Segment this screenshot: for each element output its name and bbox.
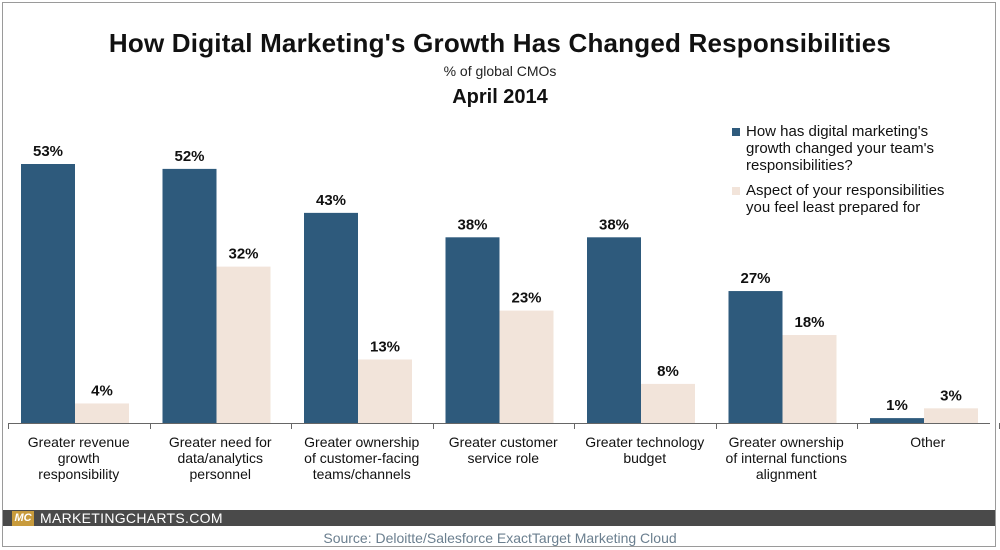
bar-series-1-cat-2 — [162, 168, 217, 423]
data-label-series-1-cat-4: 38% — [457, 216, 487, 233]
legend-line: responsibilities? — [746, 157, 853, 174]
category-label-line: Other — [910, 434, 946, 450]
category-label-line: of customer-facing — [304, 450, 420, 466]
chart-title: How Digital Marketing's Growth Has Chang… — [108, 28, 892, 58]
data-label-series-2-cat-1: 4% — [91, 382, 113, 399]
category-label-line: Greater ownership — [304, 434, 420, 450]
category-label-line: personnel — [189, 466, 252, 482]
category-label-line: teams/channels — [312, 466, 411, 482]
bar-series-2-cat-1 — [75, 403, 129, 423]
data-label-series-1-cat-5: 38% — [599, 216, 629, 233]
category-label-line: Greater customer — [448, 434, 558, 450]
category-label-line: growth — [57, 450, 100, 466]
category-label-line: service role — [467, 450, 540, 466]
data-label-series-1-cat-2: 52% — [174, 148, 204, 165]
bar-series-2-cat-3 — [358, 359, 412, 423]
source-note: Source: Deloitte/Salesforce ExactTarget … — [323, 530, 677, 546]
bar-series-2-cat-5 — [641, 383, 695, 423]
data-label-series-1-cat-6: 27% — [740, 270, 770, 287]
category-label-line: Greater technology — [585, 434, 705, 450]
category-label-6: Greater ownership of internal functions al… — [716, 434, 858, 482]
legend-line: How has digital marketing's — [746, 123, 929, 140]
data-label-series-2-cat-7: 3% — [940, 387, 962, 404]
data-label-series-2-cat-2: 32% — [228, 246, 258, 263]
data-label-series-1-cat-7: 1% — [886, 397, 908, 414]
legend-item-series-2: Aspect of your responsibilities you feel … — [732, 182, 992, 216]
brand-name: MARKETINGCHARTS.COM — [40, 510, 223, 526]
logo: MC — [12, 511, 34, 526]
bar-series-1-cat-4 — [445, 237, 500, 423]
bar-series-1-cat-1 — [21, 164, 75, 423]
category-label-1: Greater revenue growth responsibility — [8, 434, 150, 482]
category-label-line: budget — [623, 450, 667, 466]
legend-label-series-1: How has digital marketing's growth change… — [746, 123, 992, 174]
legend-line: you feel least prepared for — [746, 199, 921, 216]
category-label-line: Greater ownership — [728, 434, 844, 450]
category-label-line: data/analytics — [177, 450, 264, 466]
legend-item-series-1: How has digital marketing's growth change… — [732, 123, 992, 174]
category-label-4: Greater customer service role — [433, 434, 575, 466]
category-label-line: alignment — [755, 466, 817, 482]
category-label-line: Greater revenue — [27, 434, 130, 450]
bar-series-2-cat-4 — [499, 310, 554, 423]
bar-chart: 53% 52% 43% 38% 38% 27% 1% 4% 32% 13% 23% 8% 18% 3% — [8, 143, 1000, 429]
legend-line: growth changed your team's — [746, 140, 934, 157]
category-label-line: of internal functions — [725, 450, 847, 466]
data-label-series-2-cat-6: 18% — [794, 314, 824, 331]
bar-series-1-cat-5 — [587, 237, 641, 423]
legend-label-series-2: Aspect of your responsibilities you feel … — [746, 182, 992, 216]
legend-swatch-series-2 — [732, 187, 740, 195]
bar-series-2-cat-2 — [216, 266, 271, 423]
bar-series-1-cat-7 — [870, 418, 924, 423]
bar-series-2-cat-6 — [782, 335, 837, 423]
legend-swatch-series-1 — [732, 128, 740, 136]
data-label-series-1-cat-3: 43% — [316, 192, 346, 209]
bar-series-2-cat-7 — [924, 408, 978, 423]
category-label-line: responsibility — [38, 466, 120, 482]
legend-line: Aspect of your responsibilities — [746, 182, 945, 199]
data-label-series-2-cat-4: 23% — [511, 290, 541, 307]
footer-bar — [3, 510, 995, 526]
chart-date: April 2014 — [452, 86, 548, 108]
chart-subtitle: % of global CMOs — [443, 63, 557, 79]
category-label-2: Greater need for data/analytics personnel — [150, 434, 292, 482]
bar-series-1-cat-6 — [728, 291, 783, 423]
category-label-line: Greater need for — [168, 434, 272, 450]
bar-series-1-cat-3 — [304, 212, 358, 423]
data-label-series-1-cat-1: 53% — [33, 143, 63, 160]
data-label-series-2-cat-3: 13% — [370, 338, 400, 355]
category-label-7: Other — [857, 434, 999, 450]
category-label-3: Greater ownership of customer-facing teams… — [291, 434, 433, 482]
category-label-5: Greater technology budget — [574, 434, 716, 466]
data-label-series-2-cat-5: 8% — [657, 363, 679, 380]
